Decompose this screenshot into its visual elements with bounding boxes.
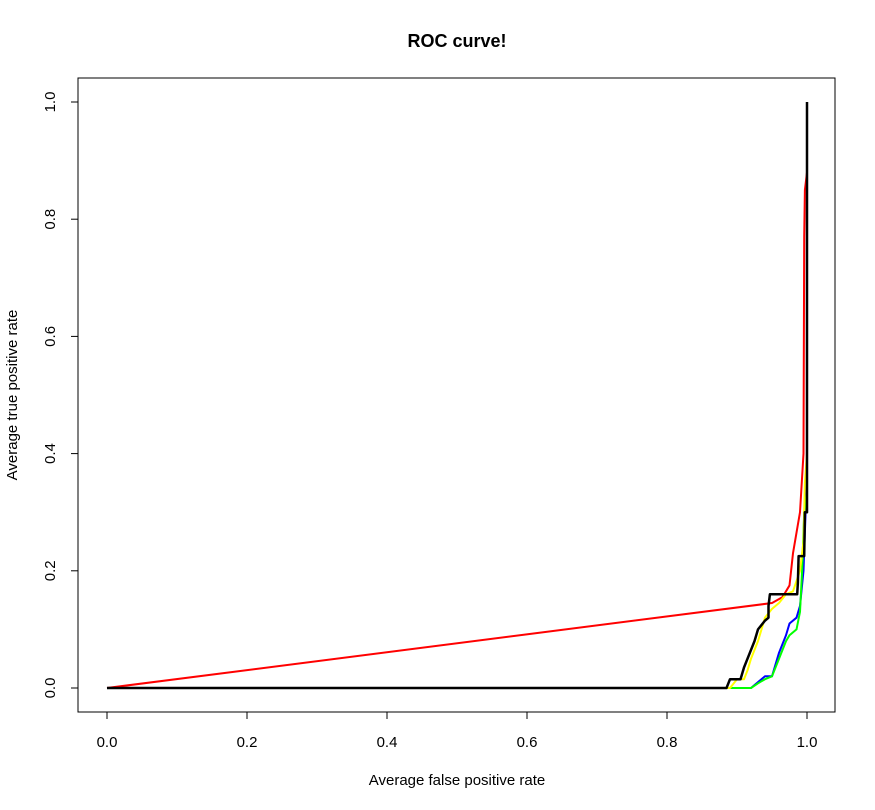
roc-series-line <box>107 102 809 690</box>
x-axis-label: Average false positive rate <box>369 772 546 789</box>
y-axis-label: Average true positive rate <box>4 310 21 481</box>
roc-series-line <box>107 453 808 689</box>
x-axis: 0.0 0.2 0.4 0.6 0.8 1.0 <box>97 711 818 751</box>
roc-series-line <box>106 172 808 689</box>
y-tick-label: 1.0 <box>42 92 59 113</box>
x-tick-label: 0.0 <box>97 734 118 751</box>
x-tick-label: 0.6 <box>517 734 538 751</box>
series-layer <box>106 102 809 690</box>
x-tick-label: 0.2 <box>237 734 258 751</box>
roc-series-line <box>107 494 808 689</box>
plot-area-border <box>77 77 836 713</box>
y-tick-label: 0.8 <box>42 209 59 230</box>
y-axis: 0.0 0.2 0.4 0.6 0.8 1.0 <box>42 92 79 699</box>
y-tick-label: 0.0 <box>42 678 59 699</box>
x-tick-label: 0.8 <box>657 734 678 751</box>
chart-title: ROC curve! <box>407 31 506 51</box>
roc-series-line <box>107 482 808 689</box>
y-tick-label: 0.6 <box>42 326 59 347</box>
x-tick-label: 0.4 <box>377 734 398 751</box>
x-tick-label: 1.0 <box>797 734 818 751</box>
y-tick-label: 0.2 <box>42 560 59 581</box>
y-tick-label: 0.4 <box>42 443 59 464</box>
